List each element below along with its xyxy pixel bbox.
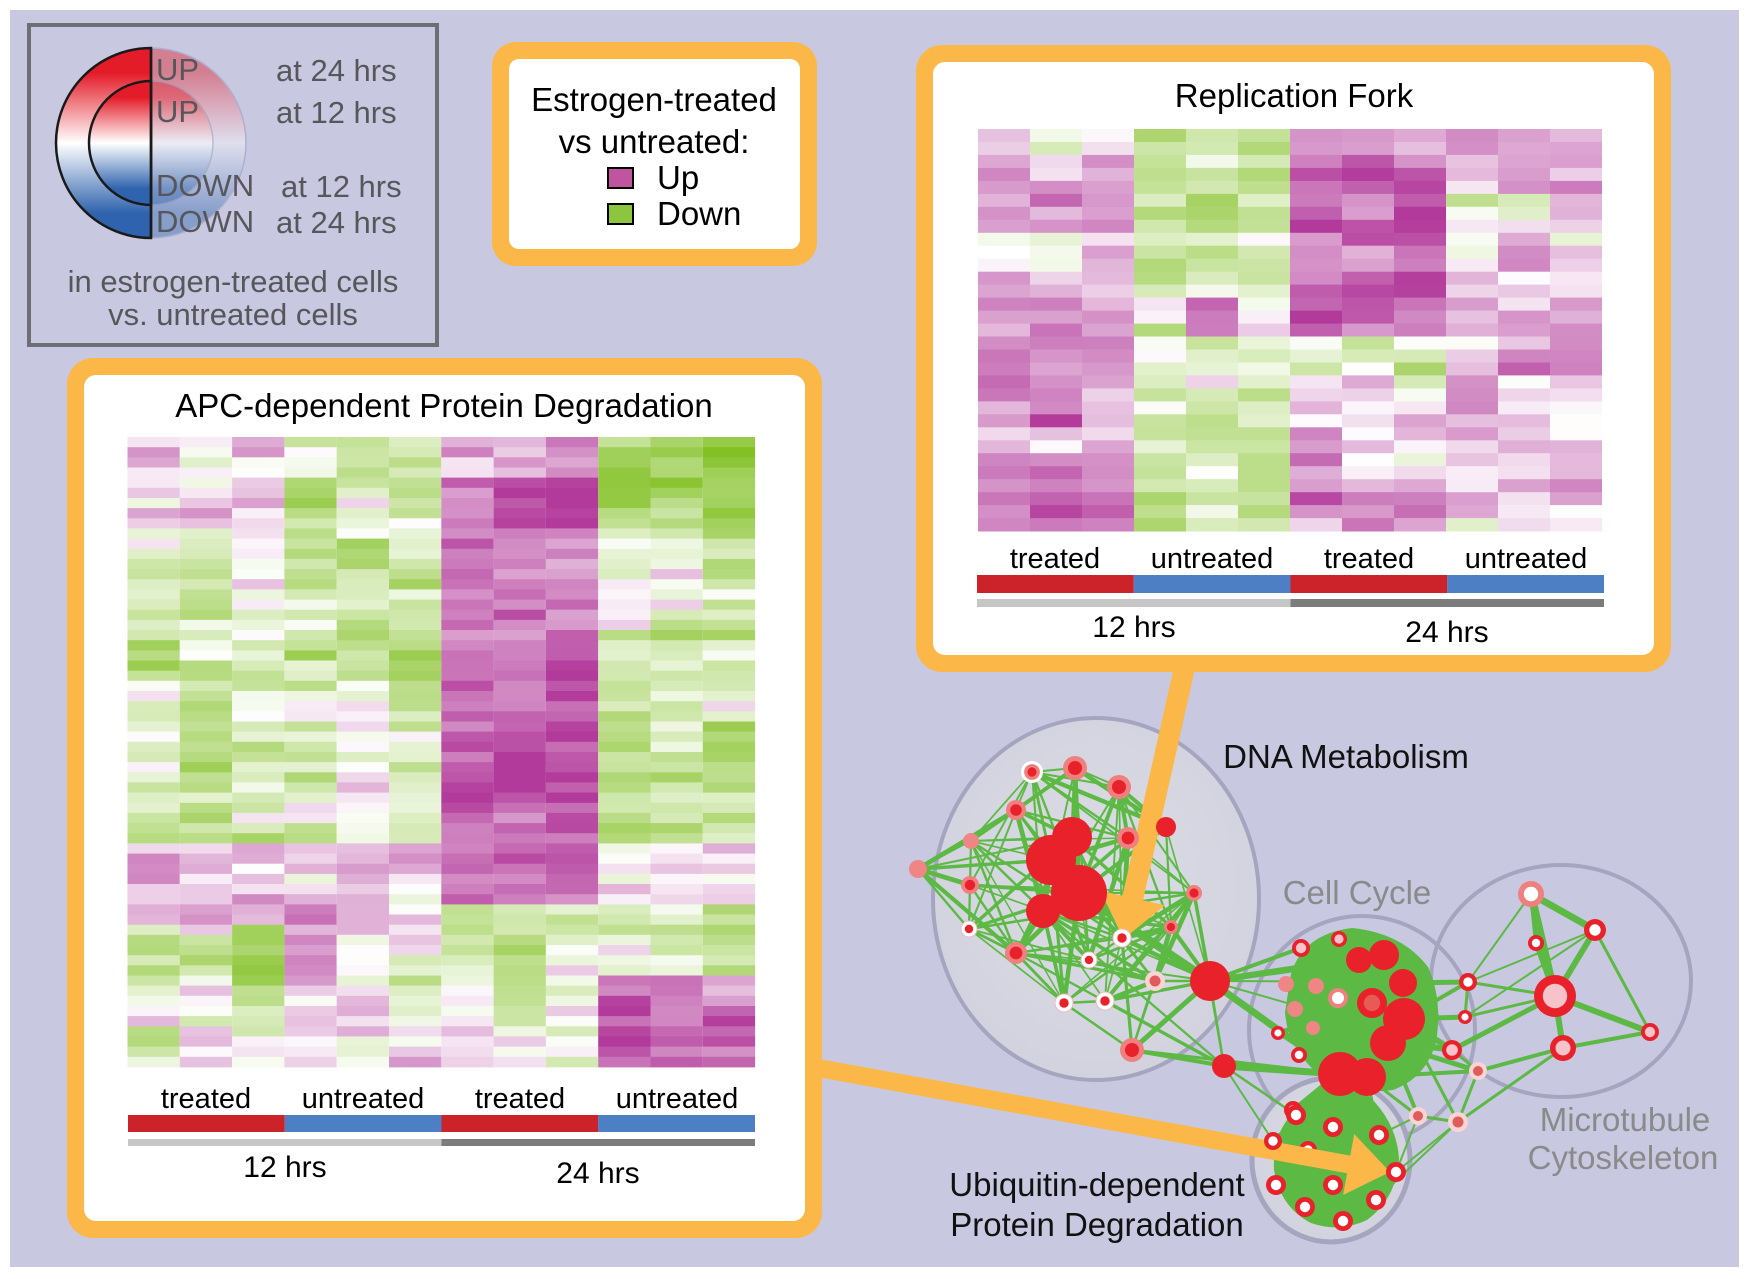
svg-text:untreated: untreated bbox=[1465, 543, 1588, 575]
svg-text:vs. untreated cells: vs. untreated cells bbox=[108, 297, 358, 332]
svg-text:12 hrs: 12 hrs bbox=[1092, 611, 1175, 644]
svg-text:treated: treated bbox=[161, 1083, 251, 1115]
svg-text:24 hrs: 24 hrs bbox=[556, 1157, 639, 1190]
svg-text:at 24 hrs: at 24 hrs bbox=[276, 205, 397, 240]
svg-text:UP: UP bbox=[156, 94, 199, 129]
svg-text:Cytoskeleton: Cytoskeleton bbox=[1528, 1139, 1719, 1176]
svg-text:DOWN: DOWN bbox=[156, 168, 254, 203]
svg-text:Replication Fork: Replication Fork bbox=[1175, 77, 1414, 114]
svg-text:treated: treated bbox=[475, 1083, 565, 1115]
svg-text:treated: treated bbox=[1010, 543, 1100, 575]
svg-text:DOWN: DOWN bbox=[156, 204, 254, 239]
svg-text:Microtubule: Microtubule bbox=[1540, 1101, 1711, 1138]
svg-text:APC-dependent Protein Degradat: APC-dependent Protein Degradation bbox=[175, 387, 713, 424]
svg-text:untreated: untreated bbox=[302, 1083, 425, 1115]
svg-text:UP: UP bbox=[156, 52, 199, 87]
svg-text:Cell Cycle: Cell Cycle bbox=[1283, 874, 1432, 911]
svg-text:12 hrs: 12 hrs bbox=[243, 1151, 326, 1184]
svg-text:Down: Down bbox=[657, 195, 741, 232]
svg-text:DNA Metabolism: DNA Metabolism bbox=[1223, 738, 1469, 775]
svg-text:untreated: untreated bbox=[616, 1083, 739, 1115]
svg-text:at 24 hrs: at 24 hrs bbox=[276, 53, 397, 88]
svg-text:treated: treated bbox=[1324, 543, 1414, 575]
svg-text:Protein Degradation: Protein Degradation bbox=[950, 1206, 1244, 1243]
svg-text:in estrogen-treated cells: in estrogen-treated cells bbox=[68, 264, 399, 299]
svg-text:vs untreated:: vs untreated: bbox=[559, 123, 750, 160]
svg-text:untreated: untreated bbox=[1151, 543, 1274, 575]
svg-text:at 12 hrs: at 12 hrs bbox=[276, 95, 397, 130]
svg-text:24 hrs: 24 hrs bbox=[1405, 616, 1488, 649]
svg-text:Estrogen-treated: Estrogen-treated bbox=[531, 81, 777, 118]
svg-text:Up: Up bbox=[657, 159, 699, 196]
svg-text:Ubiquitin-dependent: Ubiquitin-dependent bbox=[949, 1166, 1244, 1203]
svg-text:at 12 hrs: at 12 hrs bbox=[281, 169, 402, 204]
